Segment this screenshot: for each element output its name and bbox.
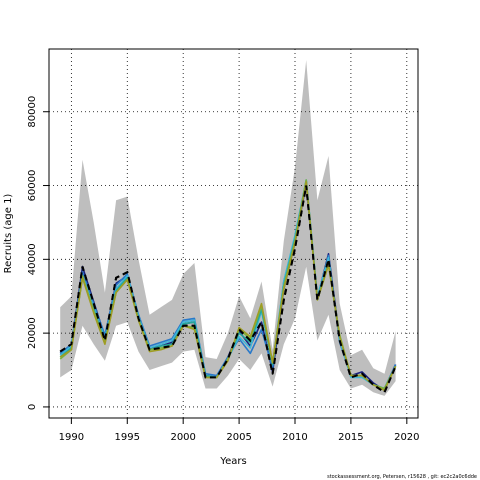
grid-layer: [49, 49, 418, 418]
series-layer: [59, 179, 397, 394]
x-tick-label: 2000: [170, 432, 195, 443]
y-axis: 0 20000 40000 60000 80000: [27, 96, 49, 410]
x-axis: 1990 1995 2000 2005 2010 2015 2020: [59, 418, 420, 443]
plot-frame: [48, 48, 419, 419]
y-tick-label: 60000: [27, 170, 38, 202]
x-tick-label: 2010: [282, 432, 307, 443]
x-tick-label: 2015: [338, 432, 363, 443]
y-axis-title: Recruits (age 1): [3, 194, 14, 274]
y-tick-label: 20000: [27, 317, 38, 349]
y-tick-label: 80000: [27, 96, 38, 128]
y-tick-label: 40000: [27, 243, 38, 275]
x-tick-label: 1990: [59, 432, 84, 443]
x-axis-title: Years: [219, 456, 246, 467]
x-tick-label: 1995: [115, 432, 140, 443]
confidence-band: [60, 60, 396, 396]
footer-credit: stockassessment.org, Petersen, r15628 , …: [327, 474, 477, 480]
series-line-7: [59, 181, 397, 392]
confidence-band-layer: [60, 60, 396, 396]
series-line-estimate-overlay: [59, 185, 397, 394]
x-tick-label: 2005: [226, 432, 251, 443]
y-tick-label: 0: [27, 404, 38, 410]
x-tick-label: 2020: [394, 432, 419, 443]
